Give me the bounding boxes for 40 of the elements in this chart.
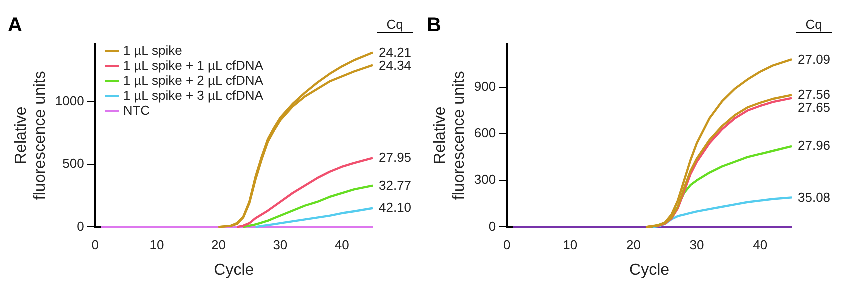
- y-tick-label: 900: [474, 79, 496, 94]
- x-tick-label: 30: [690, 238, 704, 253]
- text: 35.08: [798, 190, 831, 205]
- y-tick-label: 0: [77, 218, 84, 234]
- y-tick-label: 0: [488, 218, 496, 234]
- text: 27.56: [798, 87, 831, 102]
- x-axis-title: Cycle: [214, 262, 254, 279]
- text: Cq: [377, 17, 413, 33]
- x-tick-label: 0: [92, 238, 99, 253]
- x-tick-label: 10: [563, 238, 578, 253]
- y-axis-title: Relative fluorescence units: [13, 71, 50, 200]
- text: 27.96: [798, 138, 831, 154]
- x-tick-label: 40: [753, 238, 768, 253]
- text: 24.21: [379, 44, 412, 60]
- y-tick-label: 300: [474, 172, 496, 188]
- y-tick-label: 600: [474, 126, 496, 141]
- x-tick-label: 20: [626, 238, 641, 253]
- chart-title: B: [427, 14, 442, 37]
- x-tick-label: 10: [150, 238, 164, 253]
- x-tick-label: 40: [334, 238, 350, 253]
- text: 27.65: [798, 100, 831, 116]
- legend-label: NTC: [123, 103, 150, 118]
- x-tick-label: 0: [503, 238, 511, 253]
- x-axis-title: Cycle: [630, 262, 670, 279]
- text: Cq: [796, 17, 832, 33]
- text: 27.95: [379, 150, 412, 166]
- chart-title: A: [8, 14, 22, 37]
- legend-label: 1 µL spike + 2 µL cfDNA: [123, 73, 264, 88]
- x-tick-label: 30: [273, 238, 288, 253]
- text: 42.10: [379, 200, 412, 216]
- text: 32.77: [379, 178, 412, 193]
- text: 24.34: [379, 58, 412, 73]
- y-tick-label: 500: [62, 156, 84, 172]
- x-tick-label: 20: [212, 238, 226, 253]
- y-axis-title: Relative fluorescence units: [432, 71, 468, 200]
- legend-label: 1 µL spike + 1 µL cfDNA: [123, 58, 264, 73]
- legend-label: 1 µL spike: [123, 43, 182, 58]
- legend-label: 1 µL spike + 3 µL cfDNA: [123, 88, 264, 103]
- text: 27.09: [798, 52, 831, 67]
- y-tick-label: 1000: [55, 93, 84, 108]
